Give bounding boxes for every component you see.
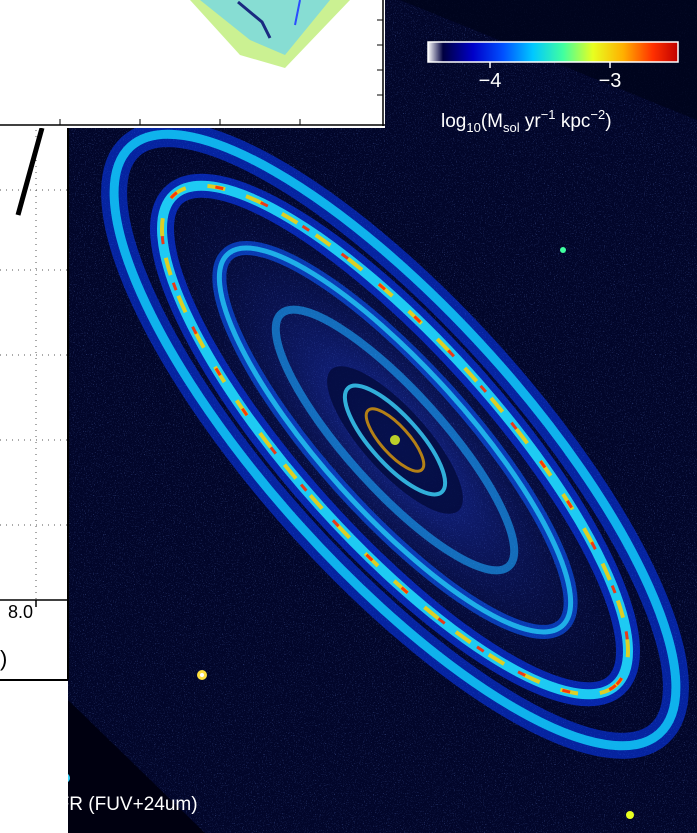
plot-thick-line	[15, 127, 45, 216]
x-tick-8: 8.0	[8, 602, 33, 622]
colorbar-label: log10(Msol yr−1 kpc−2)	[441, 107, 612, 135]
plot-frame	[0, 128, 69, 681]
plot-gridlines	[0, 130, 68, 600]
inset-panel	[0, 0, 385, 128]
axis-label-fragment: )	[0, 646, 7, 671]
colorbar-tick-min: −4	[479, 70, 502, 92]
colorbar-bar	[427, 41, 679, 63]
image-ticks	[0, 719, 6, 801]
point-sources	[68, 247, 634, 819]
colorbar-tick-max: −3	[599, 70, 622, 92]
image-label: SFR (FUV+24um)	[45, 794, 198, 815]
colorbar: −4 −3 log10(Msol yr−1 kpc−2)	[427, 41, 679, 135]
galaxy-disk	[92, 112, 697, 768]
